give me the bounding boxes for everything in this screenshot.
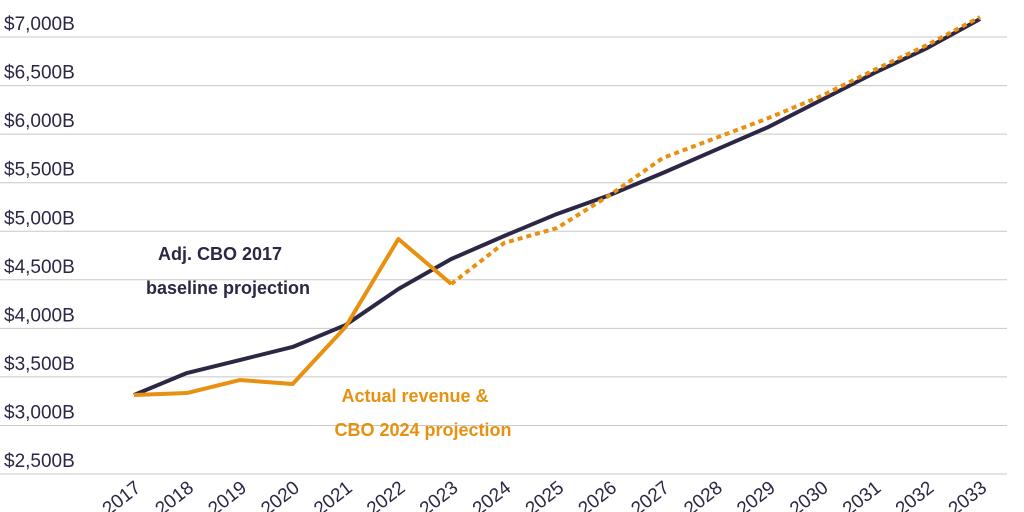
y-tick-label: $6,500B bbox=[4, 63, 75, 84]
x-tick-label: 2019 bbox=[205, 477, 251, 512]
x-tick-label: 2026 bbox=[575, 477, 621, 512]
y-tick-label: $4,500B bbox=[4, 257, 75, 278]
line-series bbox=[133, 237, 453, 397]
x-tick-label: 2031 bbox=[839, 477, 885, 512]
x-tick-label: 2018 bbox=[152, 477, 198, 512]
x-tick-label: 2023 bbox=[416, 477, 462, 512]
line-series bbox=[133, 17, 981, 397]
y-tick-label: $7,000B bbox=[4, 14, 75, 35]
x-tick-label: 2021 bbox=[310, 477, 356, 512]
x-tick-label: 2024 bbox=[469, 477, 516, 512]
y-tick-label: $5,500B bbox=[4, 160, 75, 181]
y-tick-label: $2,500B bbox=[4, 451, 75, 472]
annotation: Adj. CBO 2017 bbox=[158, 244, 282, 264]
y-tick-label: $3,000B bbox=[4, 402, 75, 423]
x-tick-label: 2030 bbox=[786, 477, 832, 512]
y-tick-label: $5,000B bbox=[4, 208, 75, 229]
x-tick-label: 2027 bbox=[628, 477, 674, 512]
annotation: Actual revenue & bbox=[341, 386, 488, 406]
y-tick-label: $4,000B bbox=[4, 305, 75, 326]
x-tick-label: 2033 bbox=[945, 477, 991, 512]
x-tick-label: 2017 bbox=[99, 477, 145, 512]
x-tick-label: 2025 bbox=[522, 477, 568, 512]
x-tick-label: 2028 bbox=[680, 477, 726, 512]
y-tick-label: $6,000B bbox=[4, 111, 75, 132]
x-tick-label: 2032 bbox=[892, 477, 938, 512]
x-tick-label: 2029 bbox=[733, 477, 779, 512]
annotation: baseline projection bbox=[146, 278, 310, 298]
x-tick-label: 2020 bbox=[257, 477, 303, 512]
x-tick-label: 2022 bbox=[363, 477, 409, 512]
line-series bbox=[450, 15, 981, 286]
annotation: CBO 2024 projection bbox=[334, 420, 511, 440]
y-tick-label: $3,500B bbox=[4, 354, 75, 375]
